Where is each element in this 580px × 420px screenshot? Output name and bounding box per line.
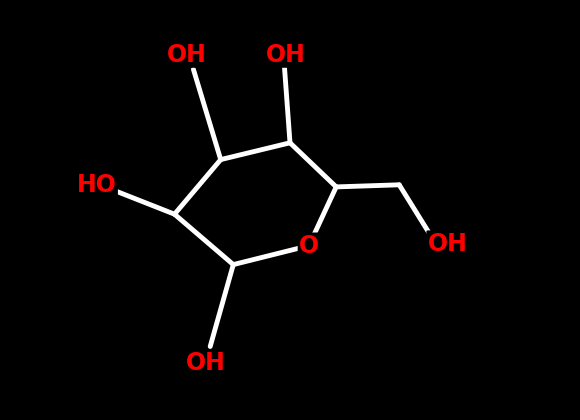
Text: OH: OH <box>427 231 467 256</box>
Text: HO: HO <box>77 173 117 197</box>
Text: O: O <box>299 234 319 258</box>
Text: OH: OH <box>167 42 207 67</box>
Text: OH: OH <box>266 42 306 67</box>
Text: OH: OH <box>186 351 226 375</box>
